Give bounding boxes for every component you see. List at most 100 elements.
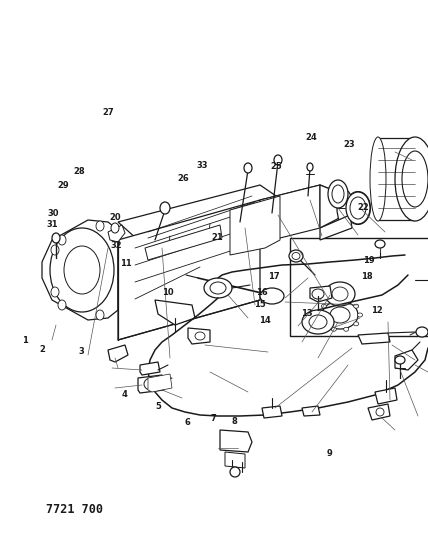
Ellipse shape	[402, 151, 428, 207]
Ellipse shape	[309, 315, 327, 329]
Ellipse shape	[350, 197, 366, 219]
Text: 12: 12	[371, 306, 383, 314]
Ellipse shape	[354, 322, 359, 326]
Ellipse shape	[322, 301, 358, 329]
Text: 29: 29	[57, 181, 69, 190]
Ellipse shape	[332, 287, 348, 301]
Polygon shape	[368, 404, 390, 420]
Polygon shape	[220, 430, 252, 452]
Ellipse shape	[376, 408, 384, 416]
Text: 7: 7	[210, 415, 216, 423]
Ellipse shape	[307, 163, 313, 171]
Text: 32: 32	[110, 241, 122, 249]
Ellipse shape	[204, 278, 232, 298]
Ellipse shape	[354, 304, 359, 308]
Polygon shape	[260, 185, 345, 200]
Polygon shape	[42, 220, 118, 320]
Text: 3: 3	[78, 348, 84, 356]
Text: 31: 31	[46, 221, 58, 229]
Ellipse shape	[337, 190, 353, 226]
Text: 11: 11	[120, 260, 132, 268]
Polygon shape	[108, 225, 125, 242]
Text: 10: 10	[162, 288, 174, 296]
Polygon shape	[378, 138, 415, 220]
Text: 13: 13	[301, 309, 313, 318]
Polygon shape	[395, 350, 418, 370]
Polygon shape	[155, 300, 195, 325]
Ellipse shape	[321, 322, 326, 326]
Text: 4: 4	[121, 390, 127, 399]
Polygon shape	[148, 374, 172, 392]
Ellipse shape	[416, 327, 428, 337]
Text: 8: 8	[232, 417, 238, 425]
Text: 21: 21	[211, 233, 223, 242]
Text: 7721 700: 7721 700	[46, 503, 104, 515]
Polygon shape	[302, 406, 320, 416]
Polygon shape	[358, 333, 390, 344]
Polygon shape	[188, 328, 210, 344]
Text: 20: 20	[109, 213, 121, 222]
Polygon shape	[108, 345, 128, 362]
Ellipse shape	[210, 282, 226, 294]
Text: 1: 1	[22, 336, 28, 344]
Ellipse shape	[312, 289, 324, 299]
Ellipse shape	[321, 304, 326, 308]
Ellipse shape	[289, 250, 303, 262]
Ellipse shape	[370, 137, 386, 221]
Ellipse shape	[346, 192, 370, 224]
Ellipse shape	[375, 240, 385, 248]
Ellipse shape	[357, 313, 363, 317]
Polygon shape	[225, 452, 245, 468]
Ellipse shape	[328, 180, 348, 208]
Text: 19: 19	[363, 256, 375, 264]
Polygon shape	[138, 375, 164, 393]
Ellipse shape	[325, 282, 355, 306]
Text: 23: 23	[343, 141, 355, 149]
Ellipse shape	[331, 298, 336, 303]
Ellipse shape	[332, 185, 344, 203]
Ellipse shape	[52, 233, 60, 243]
Text: 6: 6	[184, 418, 190, 426]
Ellipse shape	[96, 221, 104, 231]
Ellipse shape	[302, 310, 334, 334]
Text: 2: 2	[39, 345, 45, 353]
Text: 5: 5	[155, 402, 161, 410]
Ellipse shape	[160, 202, 170, 214]
Text: 26: 26	[177, 174, 189, 183]
Text: 16: 16	[256, 288, 268, 296]
Ellipse shape	[330, 307, 350, 323]
Polygon shape	[320, 215, 352, 240]
Polygon shape	[310, 286, 332, 302]
Text: 28: 28	[73, 167, 85, 176]
Text: 25: 25	[270, 162, 282, 171]
Ellipse shape	[230, 467, 240, 477]
Text: 18: 18	[361, 272, 373, 280]
Polygon shape	[230, 196, 280, 255]
Ellipse shape	[244, 163, 252, 173]
Polygon shape	[320, 185, 345, 228]
Ellipse shape	[50, 228, 114, 312]
Ellipse shape	[331, 327, 336, 332]
Ellipse shape	[292, 253, 300, 260]
Ellipse shape	[58, 300, 66, 310]
Text: 33: 33	[196, 161, 208, 169]
Text: 22: 22	[357, 204, 369, 212]
Polygon shape	[262, 406, 282, 418]
Ellipse shape	[344, 327, 349, 332]
Ellipse shape	[51, 287, 59, 297]
Ellipse shape	[395, 137, 428, 221]
Bar	[290, 238, 428, 336]
Text: 27: 27	[102, 109, 114, 117]
Text: 15: 15	[254, 301, 266, 309]
Text: 24: 24	[306, 133, 318, 142]
Ellipse shape	[274, 155, 282, 165]
Ellipse shape	[144, 378, 158, 390]
Ellipse shape	[51, 245, 59, 255]
Ellipse shape	[96, 310, 104, 320]
Polygon shape	[140, 362, 160, 375]
Polygon shape	[118, 185, 282, 240]
Polygon shape	[118, 200, 260, 340]
Text: 9: 9	[327, 449, 333, 457]
Ellipse shape	[260, 288, 284, 304]
Polygon shape	[260, 185, 320, 243]
